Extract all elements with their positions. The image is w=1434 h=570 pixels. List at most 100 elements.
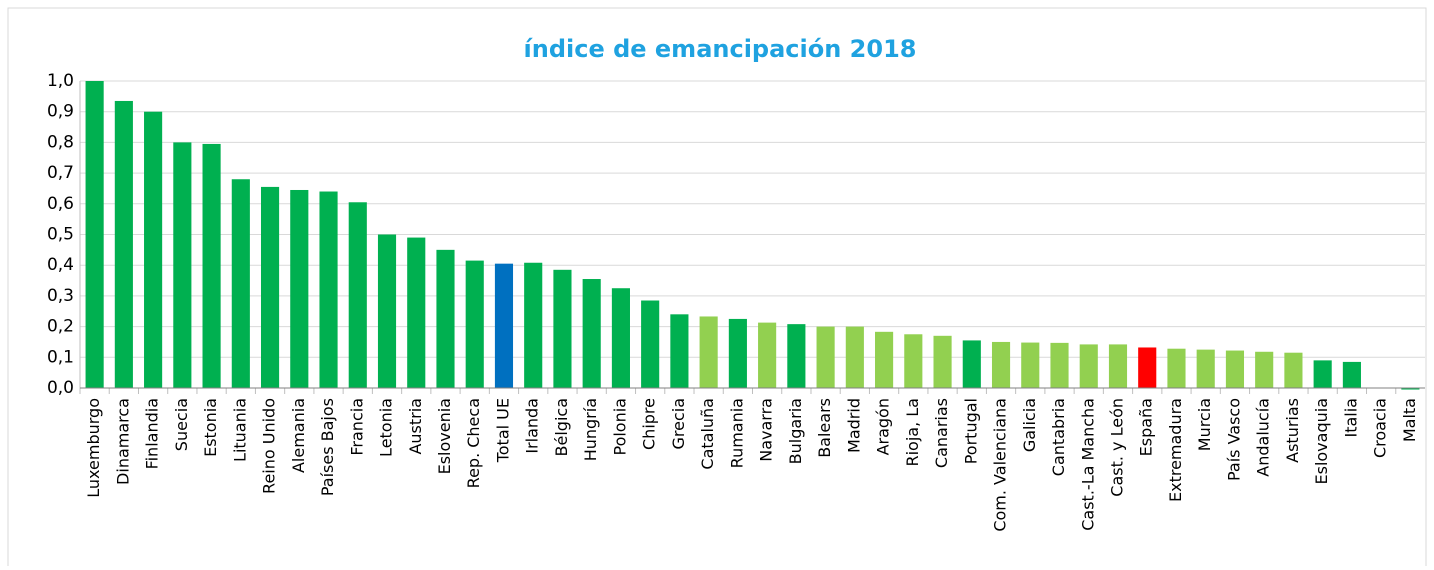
bar [641,300,660,388]
x-tick-label: País Vasco [1224,398,1243,481]
x-tick-label: Austria [406,398,425,455]
bar [875,331,894,388]
x-tick-label: Cast.-La Mancha [1078,398,1097,531]
bar [611,288,630,388]
x-tick-label: Andalucía [1254,398,1273,477]
x-tick-label: Cantabria [1049,398,1068,476]
x-tick-label: Cast. y León [1107,398,1126,497]
bar [904,334,923,388]
bar [1167,348,1186,388]
bar [991,341,1011,388]
y-tick-label: 0,4 [47,255,74,275]
y-tick-label: 0,0 [47,378,74,398]
bar [524,262,543,388]
x-tick-label: Francia [347,398,366,456]
bar [787,324,806,388]
x-tick-label: Países Bajos [318,398,337,496]
x-tick-label: Rioja, La [903,398,922,467]
bar [436,249,455,388]
y-tick-label: 0,6 [47,194,74,214]
x-tick-label: Italia [1341,398,1360,438]
x-tick-label: Suecia [172,398,191,451]
bar [231,179,250,388]
x-tick-label: Eslovenia [435,398,454,474]
bar [1079,344,1098,388]
bar [1196,349,1215,388]
bar [816,326,835,388]
x-tick-label: Canarias [932,398,951,468]
bar [1313,360,1332,388]
bar [144,111,163,388]
x-tick-label: Hungría [581,398,600,461]
y-tick-label: 0,2 [47,317,74,337]
x-tick-label: Bélgica [552,398,571,456]
chart-title: índice de emancipación 2018 [524,35,917,63]
bar [1021,342,1040,388]
x-tick-label: Alemania [289,398,308,473]
bar [845,326,864,388]
bar [728,318,747,388]
bar [582,279,601,388]
y-tick-label: 0,3 [47,286,74,306]
y-tick-label: 0,8 [47,132,74,152]
bar [758,322,777,388]
bar [933,335,952,388]
bar [1401,388,1420,390]
bar [348,202,367,388]
bar [290,189,309,388]
bar [85,81,104,388]
bar [494,263,514,388]
x-tick-label: España [1137,398,1156,456]
x-tick-label: Croacia [1371,398,1390,458]
x-tick-label: Asturias [1283,398,1302,463]
bar [962,340,981,388]
x-tick-label: Rumania [727,398,746,468]
chart-frame [7,7,1427,570]
x-tick-label: Bulgaria [786,398,805,464]
x-tick-label: Rep. Checa [464,398,483,488]
x-tick-label: Com. Valenciana [991,398,1010,532]
bar [1138,347,1157,388]
y-tick-label: 0,1 [47,347,74,367]
x-tick-label: Balears [815,398,834,458]
bar [319,191,338,388]
x-tick-label: Grecia [669,398,688,450]
x-tick-label: Reino Unido [260,398,279,494]
x-tick-label: Extremadura [1166,398,1185,502]
x-tick-label: Luxemburgo [84,398,103,498]
y-tick-label: 0,9 [47,102,74,122]
bar [173,142,192,388]
y-tick-label: 0,5 [47,225,74,245]
bar [670,314,689,388]
bar [1050,342,1069,388]
bar [260,186,280,388]
bar [1284,352,1303,388]
bar [699,316,718,388]
x-tick-label: Irlanda [523,398,542,454]
bar [407,237,426,388]
x-tick-label: Finlandia [143,398,162,469]
x-tick-label: Dinamarca [113,398,132,485]
bar [1225,350,1245,388]
bar [202,143,221,388]
x-tick-label: Eslovaquia [1312,398,1331,485]
x-tick-label: Chipre [640,398,659,450]
bar [465,260,484,388]
bar [1255,351,1274,388]
bar [114,100,133,388]
y-tick-label: 0,7 [47,163,74,183]
x-tick-label: Madrid [844,398,863,453]
bar [553,269,572,388]
x-tick-label: Malta [1400,398,1419,442]
x-tick-label: Portugal [961,398,980,464]
x-tick-label: Polonia [610,398,629,456]
bar [377,234,397,388]
x-tick-label: Lituania [230,398,249,462]
y-tick-label: 1,0 [47,71,74,91]
bar [1108,344,1128,388]
x-tick-label: Total UE [493,398,512,463]
x-tick-label: Aragón [874,398,893,455]
x-tick-label: Letonia [377,398,396,457]
x-tick-label: Galicia [1020,398,1039,452]
